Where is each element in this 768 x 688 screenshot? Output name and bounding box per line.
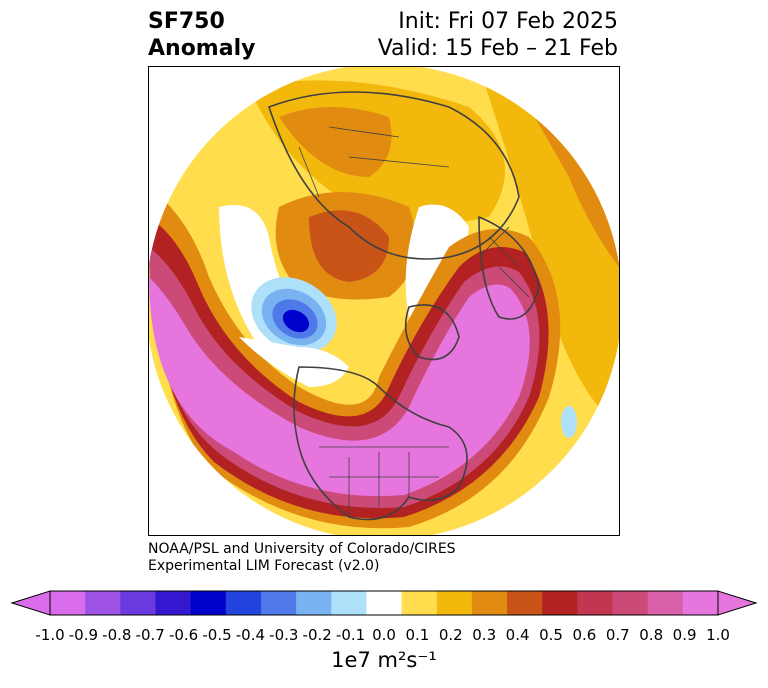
credit-line-1: NOAA/PSL and University of Colorado/CIRE… (148, 541, 456, 557)
colorbar-tick-label: 0.3 (472, 626, 497, 644)
colorbar-segment (296, 591, 332, 615)
colorbar-segment (50, 591, 86, 615)
colorbar-label: 1e7 m²s⁻¹ (331, 648, 437, 672)
coast-greenland (404, 304, 460, 361)
border-usa-states (329, 452, 439, 517)
credit: NOAA/PSL and University of Colorado/CIRE… (148, 541, 456, 575)
colorbar-tick-label: 0.5 (539, 626, 563, 644)
coast-europe (478, 215, 540, 320)
colorbar-tick-label: 0.4 (505, 626, 530, 644)
anomaly-0.4-east (529, 107, 619, 267)
coast-eurasia (267, 91, 520, 260)
anomaly-0.0-alaska (239, 337, 349, 387)
colorbar-segment (225, 591, 262, 615)
colorbar-tick-label: 0.1 (405, 626, 430, 644)
colorbar-segment (612, 591, 649, 615)
anomaly-neg-0.2-atlantic (561, 406, 577, 438)
colorbar-tick-label: -0.4 (235, 626, 266, 644)
colorbar-segment (155, 591, 192, 615)
colorbar-tick-label: -0.8 (102, 626, 132, 644)
colorbar-tick-label: -0.2 (302, 626, 332, 644)
colorbar-tick-label: -0.1 (335, 626, 366, 644)
field-type: Anomaly (148, 36, 256, 61)
colorbar-tick-label: -0.6 (168, 626, 199, 644)
colorbar-segment (120, 591, 156, 615)
anomaly-0.3-north (279, 107, 392, 177)
credit-line-2: Experimental LIM Forecast (v2.0) (148, 558, 380, 574)
colorbar-segment (260, 591, 297, 615)
colorbar-segment (436, 591, 473, 615)
colorbar-segment (471, 591, 508, 615)
colorbar-tick-label: -0.3 (269, 626, 299, 644)
colorbar-segment (682, 591, 719, 615)
colorbar-segment (577, 591, 614, 615)
coast-north-america (293, 366, 468, 521)
colorbar-segment (507, 591, 543, 615)
colorbar-tick-label: 0.6 (572, 626, 597, 644)
colorbar-segment (190, 591, 227, 615)
init-date: Init: Fri 07 Feb 2025 (398, 9, 618, 34)
title-right: Init: Fri 07 Feb 2025 Valid: 15 Feb – 21… (378, 8, 618, 62)
anomaly-map (149, 67, 619, 535)
colorbar-segment (85, 591, 121, 615)
colorbar-min-arrow (10, 590, 51, 616)
anomaly-1.0-ring (149, 277, 530, 497)
colorbar-tick-label: 0.2 (438, 626, 463, 644)
field-name: SF750 (148, 9, 225, 34)
colorbar-segment (401, 591, 438, 615)
map-panel (148, 66, 620, 536)
colorbar-tick-label: -1.0 (35, 626, 65, 644)
colorbar-tick-label: 0.0 (372, 626, 396, 644)
valid-range: Valid: 15 Feb – 21 Feb (377, 36, 618, 61)
colorbar-tick-label: -0.7 (135, 626, 165, 644)
colorbar (10, 590, 758, 616)
anomaly-0.5-center (309, 210, 389, 282)
colorbar-outline (49, 590, 719, 616)
border-europe (478, 226, 530, 298)
colorbar-segment (542, 591, 578, 615)
colorbar-tick-label: 0.9 (672, 626, 697, 644)
colorbar-tick-label: -0.9 (68, 626, 99, 644)
colorbar-tick-label: 1.0 (706, 626, 730, 644)
title-left: SF750 Anomaly (148, 8, 255, 62)
colorbar-tick-label: 0.7 (605, 626, 630, 644)
border-asia (298, 126, 450, 198)
anomaly-neg-0.6 (282, 309, 310, 333)
colorbar-max-arrow (717, 590, 758, 616)
colorbar-segment (366, 591, 403, 615)
coast-africa (568, 76, 619, 148)
colorbar-tick-label: 0.8 (639, 626, 664, 644)
colorbar-ticks: -1.0 -0.9 -0.8 -0.7 -0.6 -0.5 -0.4 -0.3 -0.2 -0.1… (0, 626, 768, 646)
colorbar-segment (331, 591, 367, 615)
colorbar-segment (647, 591, 684, 615)
colorbar-tick-label: -0.5 (202, 626, 232, 644)
